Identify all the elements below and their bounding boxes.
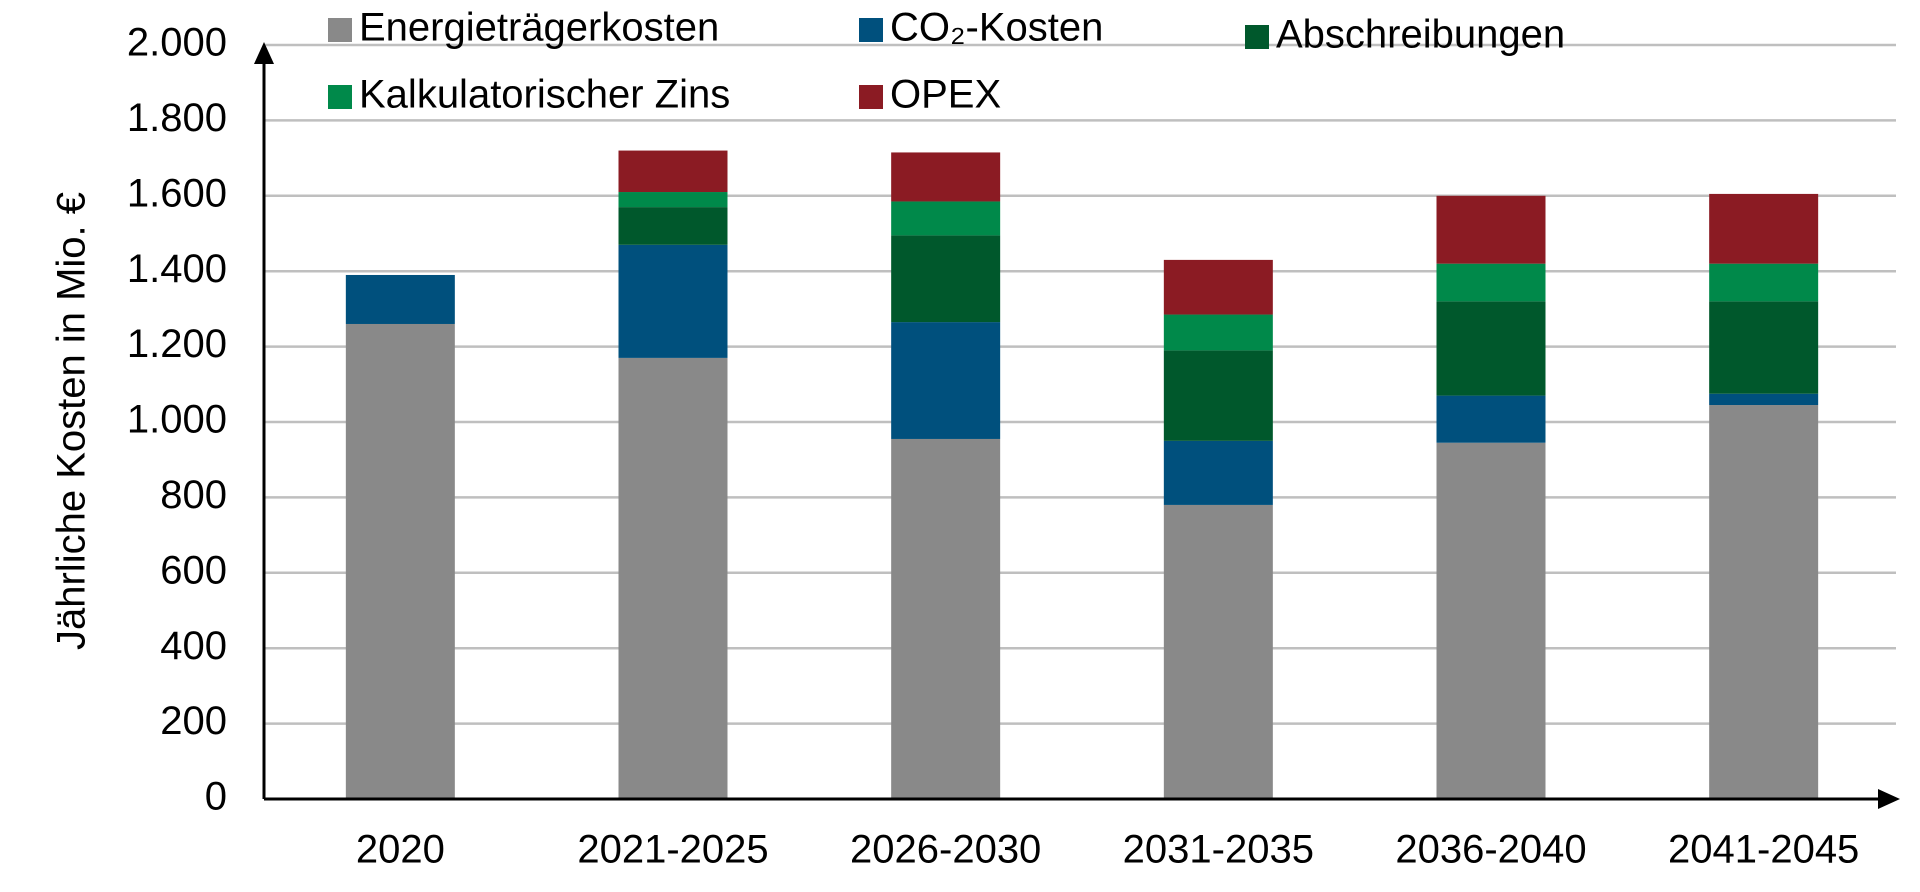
legend-swatch bbox=[859, 85, 883, 109]
x-tick-label: 2041-2045 bbox=[1668, 828, 1859, 872]
legend-label: OPEX bbox=[890, 73, 1001, 117]
legend-label: Kalkulatorischer Zins bbox=[359, 73, 730, 117]
y-tick-label: 1.400 bbox=[127, 247, 227, 291]
y-tick-label: 800 bbox=[160, 473, 227, 517]
y-tick-label: 1.600 bbox=[127, 171, 227, 215]
bar-segment bbox=[1709, 405, 1819, 799]
y-tick-label: 1.800 bbox=[127, 96, 227, 140]
bar-segment bbox=[345, 323, 455, 799]
legend-label: CO₂-Kosten bbox=[890, 6, 1103, 50]
bar-segment bbox=[891, 322, 1001, 439]
x-axis-arrow bbox=[1878, 789, 1900, 809]
bar-segment bbox=[1709, 263, 1819, 302]
legend-swatch bbox=[328, 85, 352, 109]
bar-segment bbox=[1709, 393, 1819, 406]
y-tick-label: 0 bbox=[205, 775, 227, 819]
y-axis-arrow bbox=[254, 42, 274, 64]
bar-segment bbox=[1436, 442, 1546, 799]
bar-segment bbox=[891, 438, 1001, 799]
bar-segment bbox=[618, 150, 728, 193]
bar-segment bbox=[1163, 440, 1273, 505]
bar-segment bbox=[1709, 301, 1819, 394]
bar-segment bbox=[1436, 195, 1546, 264]
bar-segment bbox=[1163, 504, 1273, 799]
y-tick-label: 600 bbox=[160, 548, 227, 592]
y-tick-label: 200 bbox=[160, 699, 227, 743]
bar-segment bbox=[1436, 301, 1546, 396]
y-tick-label: 1.200 bbox=[127, 322, 227, 366]
y-tick-label: 1.000 bbox=[127, 398, 227, 442]
legend-swatch bbox=[859, 18, 883, 42]
legend-label: Energieträgerkosten bbox=[359, 6, 719, 50]
bar-segment bbox=[345, 274, 455, 324]
legend-swatch bbox=[328, 18, 352, 42]
x-tick-label: 2026-2030 bbox=[850, 828, 1041, 872]
x-tick-label: 2036-2040 bbox=[1395, 828, 1586, 872]
bar-segment bbox=[891, 152, 1001, 202]
y-tick-label: 400 bbox=[160, 624, 227, 668]
bar-segment bbox=[891, 235, 1001, 323]
x-tick-label: 2031-2035 bbox=[1123, 828, 1314, 872]
x-tick-label: 2020 bbox=[356, 828, 445, 872]
bar-segment bbox=[1163, 314, 1273, 351]
bar-segment bbox=[618, 192, 728, 208]
bar-segment bbox=[1709, 193, 1819, 264]
bar-segment bbox=[618, 244, 728, 358]
legend-swatch bbox=[1245, 25, 1269, 49]
y-axis-label: Jährliche Kosten in Mio. € bbox=[50, 192, 94, 650]
bar-segment bbox=[1163, 350, 1273, 441]
bar-segment bbox=[1436, 395, 1546, 443]
bar-segment bbox=[1436, 263, 1546, 302]
y-tick-label: 2.000 bbox=[127, 21, 227, 65]
x-tick-label: 2021-2025 bbox=[577, 828, 768, 872]
bar-segment bbox=[618, 357, 728, 799]
bar-segment bbox=[618, 207, 728, 245]
legend-label: Abschreibungen bbox=[1276, 13, 1565, 57]
bar-segment bbox=[1163, 259, 1273, 315]
bar-segment bbox=[891, 201, 1001, 236]
